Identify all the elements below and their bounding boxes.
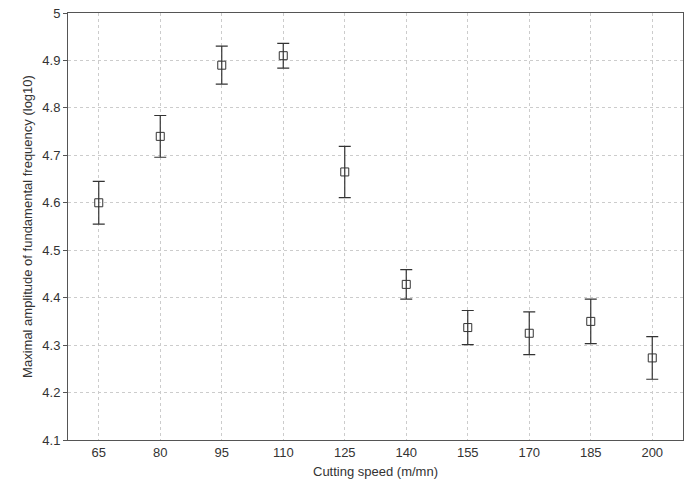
svg-text:4.6: 4.6: [42, 195, 60, 210]
svg-text:65: 65: [92, 445, 106, 460]
svg-text:125: 125: [334, 445, 356, 460]
svg-text:140: 140: [395, 445, 417, 460]
svg-text:200: 200: [641, 445, 663, 460]
svg-text:95: 95: [215, 445, 229, 460]
svg-text:Maximal amplitude of fundament: Maximal amplitude of fundamental frequen…: [20, 75, 35, 378]
svg-text:4.3: 4.3: [42, 338, 60, 353]
svg-text:185: 185: [580, 445, 602, 460]
svg-text:5: 5: [53, 6, 60, 21]
svg-text:80: 80: [153, 445, 167, 460]
svg-text:155: 155: [457, 445, 479, 460]
svg-text:4.5: 4.5: [42, 243, 60, 258]
svg-text:4.1: 4.1: [42, 433, 60, 448]
svg-text:4.4: 4.4: [42, 290, 60, 305]
svg-text:170: 170: [518, 445, 540, 460]
svg-text:4.7: 4.7: [42, 148, 60, 163]
svg-text:Cutting speed (m/mn): Cutting speed (m/mn): [313, 464, 438, 479]
svg-text:4.2: 4.2: [42, 385, 60, 400]
svg-text:110: 110: [273, 445, 294, 460]
svg-text:4.8: 4.8: [42, 100, 60, 115]
svg-text:4.9: 4.9: [42, 53, 60, 68]
